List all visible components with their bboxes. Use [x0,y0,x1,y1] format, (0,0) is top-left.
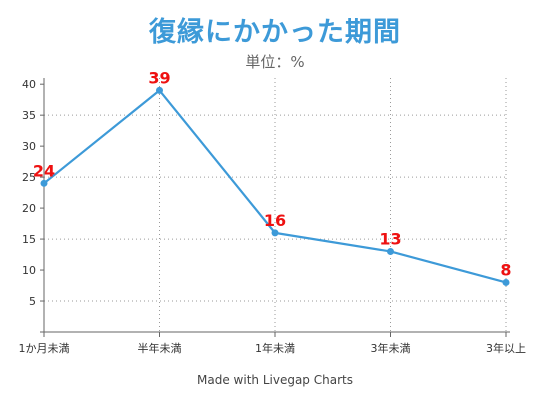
axis-layer: 5 10 15 20 25 30 35 40 1か月未満 半年未満 1年未満 3年未満 3年以上 [19,78,526,355]
y-tick-label: 35 [22,109,36,122]
y-tick-label: 40 [22,78,36,91]
y-tick-label: 25 [22,171,36,184]
data-label: 39 [148,68,170,87]
series-layer [40,86,510,286]
x-tick-label: 1か月未満 [19,342,70,355]
x-tick-label: 3年以上 [486,341,526,355]
chart-title: 復縁にかかった期間 [149,17,401,48]
data-label: 24 [33,161,55,180]
y-tick-label: 20 [22,202,36,215]
y-tick-label: 30 [22,140,36,153]
y-tick-label: 5 [29,295,36,308]
chart-subtitle: 単位：% [245,53,305,71]
label-layer: 24 39 16 13 8 [33,68,512,279]
data-point [502,278,510,286]
grid-layer [44,78,507,332]
data-label: 13 [379,229,401,248]
data-point [40,179,48,187]
data-point [387,247,394,255]
data-label: 16 [264,211,286,230]
data-label: 8 [500,260,511,279]
y-tick-label: 10 [22,264,36,277]
chart-footer: Made with Livegap Charts [197,373,353,387]
x-tick-label: 半年未満 [138,341,182,355]
y-tick-label: 15 [22,233,36,246]
data-point [271,229,279,237]
data-point [156,86,163,94]
x-tick-label: 3年未満 [371,341,411,355]
x-tick-label: 1年未満 [255,341,295,355]
